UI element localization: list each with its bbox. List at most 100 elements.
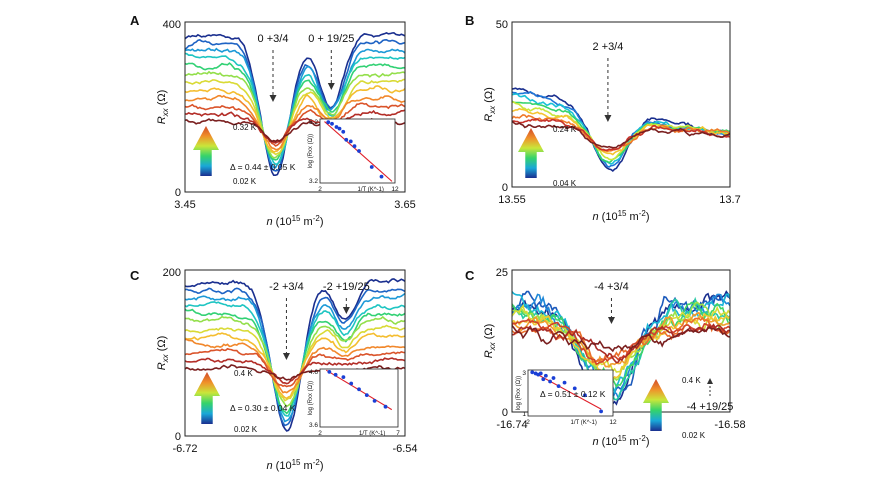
curves bbox=[185, 31, 405, 176]
inset-point-5 bbox=[344, 137, 349, 142]
y-axis-label: Rxx (Ω) bbox=[483, 324, 497, 359]
data-curve-9 bbox=[185, 347, 405, 388]
data-curve-6 bbox=[185, 324, 405, 402]
legend-high-temp: 0.4 K bbox=[682, 376, 701, 385]
inset-y-tick-min: 3.6 bbox=[309, 422, 318, 429]
inset-point-8 bbox=[357, 149, 361, 153]
inset-point-6 bbox=[372, 399, 377, 403]
inset-y-tick-max: 5.2 bbox=[309, 119, 318, 126]
inset: 2 12 5.2 3.2 1/T (K^-1) log (Rxx (Ω)) Δ = 0.44… bbox=[230, 118, 399, 193]
inset-x-label: 1/T (K^-1) bbox=[359, 431, 385, 437]
annotation-arrowhead bbox=[269, 95, 277, 102]
y-tick-label-max: 200 bbox=[163, 267, 181, 279]
inset-x-tick-min: 2 bbox=[318, 186, 322, 193]
x-axis-label: n (1015 m-2) bbox=[592, 434, 649, 448]
panel-c-left: -6.72 -6.54 0 200 n (1015 m-2) Rxx (Ω) -2 +3/4… bbox=[156, 267, 418, 472]
y-tick-label-max: 50 bbox=[496, 19, 508, 31]
y-tick-label-min: 0 bbox=[502, 182, 508, 194]
temperature-arrow-icon bbox=[193, 126, 219, 176]
plot-frame bbox=[511, 269, 731, 413]
legend-high-temp: 0.4 K bbox=[234, 369, 253, 378]
data-curve-11 bbox=[512, 318, 730, 366]
data-curve-0 bbox=[185, 278, 405, 432]
inset-gap-label: Δ = 0.44 ± 0.05 K bbox=[230, 162, 296, 172]
annotation-arrowhead bbox=[607, 317, 615, 324]
inset-x-tick-max: 7 bbox=[396, 430, 400, 437]
inset-point-0 bbox=[327, 370, 332, 374]
annotation-label: -4 +19/25 bbox=[687, 401, 734, 413]
inset-x-label: 1/T (K^-1) bbox=[358, 187, 384, 193]
inset-point-1 bbox=[330, 121, 334, 126]
data-curve-0 bbox=[512, 290, 730, 408]
data-curve-11 bbox=[185, 364, 405, 381]
curves bbox=[512, 290, 730, 410]
panel-letter-a: A bbox=[130, 13, 140, 28]
inset-y-label: log (Rxx (Ω)) bbox=[516, 376, 522, 410]
inset-frame bbox=[319, 368, 399, 428]
inset-point-12 bbox=[599, 409, 603, 414]
data-curve-13 bbox=[512, 325, 730, 353]
legend-high-temp: 0.24 K bbox=[553, 125, 577, 134]
inset-y-tick-min: 3.2 bbox=[309, 178, 318, 185]
inset-y-tick-max: 3 bbox=[522, 370, 526, 377]
panel-letter-c1: C bbox=[130, 268, 140, 283]
plot-frame bbox=[511, 21, 731, 188]
inset-y-label: log (Rxx (Ω)) bbox=[308, 381, 314, 415]
annotation-label: -4 +3/4 bbox=[594, 281, 629, 293]
inset-point-3 bbox=[337, 126, 342, 131]
annotation-label: 2 +3/4 bbox=[592, 41, 623, 53]
inset-point-1 bbox=[333, 372, 338, 377]
inset: 2 7 4.6 3.6 1/T (K^-1) log (Rxx (Ω)) Δ = 0.30 … bbox=[230, 368, 400, 437]
plot-frame bbox=[184, 269, 406, 437]
inset-point-7 bbox=[383, 404, 388, 409]
inset-point-4 bbox=[357, 387, 361, 392]
annotation-label: -2 +19/25 bbox=[323, 281, 370, 293]
data-curve-2 bbox=[185, 47, 405, 169]
curves bbox=[185, 278, 405, 432]
x-tick-label-min: 3.45 bbox=[174, 199, 195, 211]
panel-a: 3.45 3.65 0 400 n (1015 m-2) Rxx (Ω) 0 +3/4 0 +… bbox=[156, 19, 416, 228]
data-curve-7 bbox=[185, 85, 405, 153]
data-curve-8 bbox=[185, 338, 405, 394]
x-axis-label: n (1015 m-2) bbox=[592, 209, 649, 223]
y-axis-label: Rxx (Ω) bbox=[156, 336, 170, 371]
x-tick-label-max: 13.7 bbox=[719, 194, 740, 206]
inset-point-0 bbox=[326, 120, 331, 125]
temperature-arrow-icon bbox=[643, 379, 669, 431]
temperature-arrow-icon bbox=[194, 372, 220, 424]
inset-point-2 bbox=[341, 375, 346, 380]
data-curve-6 bbox=[185, 78, 405, 156]
inset-point-0 bbox=[530, 370, 535, 375]
inset-x-tick-max: 12 bbox=[609, 419, 617, 426]
x-tick-label-max: -6.54 bbox=[392, 443, 417, 455]
inset-point-5 bbox=[364, 393, 369, 397]
x-tick-label-max: 3.65 bbox=[394, 199, 415, 211]
panel-b: 13.55 13.7 0 50 n (1015 m-2) Rxx (Ω) 2 +3/4 0.2… bbox=[483, 19, 741, 223]
inset-y-tick-max: 4.6 bbox=[309, 369, 318, 376]
y-tick-label-min: 0 bbox=[175, 431, 181, 443]
legend-low-temp: 0.02 K bbox=[234, 425, 258, 434]
inset: 2 12 3 1 1/T (K^-1) log (Rxx (Ω)) Δ = 0.51 ± 0… bbox=[516, 369, 617, 426]
inset-x-tick-min: 2 bbox=[318, 430, 322, 437]
curves bbox=[512, 87, 730, 172]
inset-point-4 bbox=[341, 129, 346, 134]
x-tick-label-min: -16.74 bbox=[496, 419, 527, 431]
legend-high-temp: 0.32 K bbox=[233, 123, 257, 132]
inset-point-9 bbox=[369, 165, 374, 169]
data-curve-10 bbox=[512, 316, 730, 364]
annotation-label: 0 + 19/25 bbox=[308, 33, 354, 45]
annotation-arrowhead bbox=[342, 307, 350, 314]
annotation-label: 0 +3/4 bbox=[258, 33, 289, 45]
y-tick-label-max: 400 bbox=[163, 19, 181, 31]
y-axis-label: Rxx (Ω) bbox=[483, 87, 497, 122]
data-curve-5 bbox=[512, 107, 730, 156]
plot-frame bbox=[184, 21, 406, 193]
panel-letter-b: B bbox=[465, 13, 474, 28]
annotation-arrowhead bbox=[707, 378, 713, 384]
data-curve-2 bbox=[185, 292, 405, 423]
inset-gap-label: Δ = 0.51 ± 0.12 K bbox=[540, 389, 606, 399]
data-curve-12 bbox=[512, 323, 730, 364]
x-tick-label-max: -16.58 bbox=[714, 419, 745, 431]
annotation-arrowhead bbox=[327, 83, 335, 90]
